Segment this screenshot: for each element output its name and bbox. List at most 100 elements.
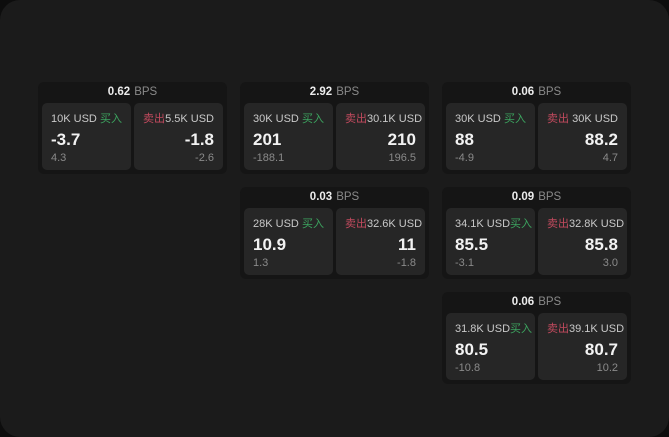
quote-card-header: 0.06 BPS bbox=[442, 82, 631, 103]
buy-delta-value: -188.1 bbox=[253, 152, 285, 164]
bps-value: 0.06 bbox=[511, 86, 535, 98]
bps-value: 0.06 bbox=[511, 296, 535, 308]
bps-unit-label: BPS bbox=[336, 86, 360, 98]
quote-card-header: 0.06 BPS bbox=[442, 292, 631, 313]
quote-card-header: 0.62 BPS bbox=[38, 82, 227, 103]
sell-panel-top: 卖出 39.1K USD bbox=[547, 320, 624, 336]
bps-unit-label: BPS bbox=[538, 86, 562, 98]
buy-price-value: 201 bbox=[253, 130, 282, 149]
sell-delta-value: 3.0 bbox=[602, 257, 618, 269]
buy-side-label: 买入 bbox=[510, 218, 533, 230]
buy-price-value: 80.5 bbox=[455, 340, 489, 359]
quote-card: 0.06 BPS 30K USD 买入 88 -4.9 卖出 30K USD 8… bbox=[442, 82, 631, 174]
sell-panel-top: 卖出 30K USD bbox=[547, 110, 618, 126]
bps-value: 0.03 bbox=[309, 191, 333, 203]
sell-quote-panel[interactable]: 卖出 30K USD 88.2 4.7 bbox=[538, 103, 627, 170]
sell-side-label: 卖出 bbox=[345, 113, 367, 125]
buy-quote-panel[interactable]: 30K USD 买入 201 -188.1 bbox=[244, 103, 333, 170]
buy-panel-top: 28K USD 买入 bbox=[253, 215, 324, 231]
sell-quote-panel[interactable]: 卖出 5.5K USD -1.8 -2.6 bbox=[134, 103, 223, 170]
cards-grid: 0.62 BPS 10K USD 买入 -3.7 4.3 卖出 5.5K USD… bbox=[38, 82, 631, 384]
buy-delta-value: -3.1 bbox=[455, 257, 474, 269]
buy-amount-label: 30K USD bbox=[455, 113, 501, 125]
buy-amount-label: 30K USD bbox=[253, 113, 299, 125]
buy-delta-value: 4.3 bbox=[51, 152, 67, 164]
sell-price-value: 210 bbox=[387, 130, 416, 149]
buy-quote-panel[interactable]: 30K USD 买入 88 -4.9 bbox=[446, 103, 535, 170]
quote-card: 0.62 BPS 10K USD 买入 -3.7 4.3 卖出 5.5K USD… bbox=[38, 82, 227, 174]
sell-quote-panel[interactable]: 卖出 32.6K USD 11 -1.8 bbox=[336, 208, 425, 275]
bps-unit-label: BPS bbox=[134, 86, 158, 98]
buy-amount-label: 31.8K USD bbox=[455, 323, 511, 335]
sell-delta-value: 4.7 bbox=[602, 152, 618, 164]
buy-quote-panel[interactable]: 34.1K USD 买入 85.5 -3.1 bbox=[446, 208, 535, 275]
sell-quote-panel[interactable]: 卖出 30.1K USD 210 196.5 bbox=[336, 103, 425, 170]
sell-amount-label: 32.8K USD bbox=[569, 218, 625, 230]
sell-amount-label: 30K USD bbox=[572, 113, 618, 125]
sell-amount-label: 30.1K USD bbox=[367, 113, 423, 125]
quote-card: 0.03 BPS 28K USD 买入 10.9 1.3 卖出 32.6K US… bbox=[240, 187, 429, 279]
buy-price-value: -3.7 bbox=[51, 130, 81, 149]
buy-side-label: 买入 bbox=[100, 113, 122, 125]
sell-delta-value: 196.5 bbox=[388, 152, 416, 164]
quote-card: 0.09 BPS 34.1K USD 买入 85.5 -3.1 卖出 32.8K… bbox=[442, 187, 631, 279]
sell-price-value: 80.7 bbox=[584, 340, 618, 359]
buy-quote-panel[interactable]: 31.8K USD 买入 80.5 -10.8 bbox=[446, 313, 535, 380]
sell-panel-top: 卖出 32.8K USD bbox=[547, 215, 624, 231]
sell-amount-label: 32.6K USD bbox=[367, 218, 423, 230]
bps-value: 0.09 bbox=[511, 191, 535, 203]
quote-card-body: 34.1K USD 买入 85.5 -3.1 卖出 32.8K USD 85.8… bbox=[442, 208, 631, 279]
sell-side-label: 卖出 bbox=[345, 218, 367, 230]
buy-delta-value: -4.9 bbox=[455, 152, 474, 164]
bps-unit-label: BPS bbox=[336, 191, 360, 203]
sell-panel-top: 卖出 5.5K USD bbox=[143, 110, 214, 126]
bps-value: 0.62 bbox=[107, 86, 131, 98]
sell-side-label: 卖出 bbox=[143, 113, 165, 125]
sell-side-label: 卖出 bbox=[547, 113, 569, 125]
buy-amount-label: 34.1K USD bbox=[455, 218, 511, 230]
buy-panel-top: 34.1K USD 买入 bbox=[455, 215, 532, 231]
buy-panel-top: 30K USD 买入 bbox=[253, 110, 324, 126]
buy-panel-top: 30K USD 买入 bbox=[455, 110, 526, 126]
sell-quote-panel[interactable]: 卖出 39.1K USD 80.7 10.2 bbox=[538, 313, 627, 380]
quote-card: 0.06 BPS 31.8K USD 买入 80.5 -10.8 卖出 39.1… bbox=[442, 292, 631, 384]
sell-panel-top: 卖出 30.1K USD bbox=[345, 110, 422, 126]
quote-card-header: 0.09 BPS bbox=[442, 187, 631, 208]
buy-amount-label: 10K USD bbox=[51, 113, 97, 125]
buy-side-label: 买入 bbox=[510, 323, 533, 335]
buy-side-label: 买入 bbox=[302, 113, 324, 125]
buy-quote-panel[interactable]: 28K USD 买入 10.9 1.3 bbox=[244, 208, 333, 275]
buy-side-label: 买入 bbox=[302, 218, 324, 230]
buy-amount-label: 28K USD bbox=[253, 218, 299, 230]
sell-delta-value: -1.8 bbox=[397, 257, 416, 269]
buy-price-value: 85.5 bbox=[455, 235, 489, 254]
buy-side-label: 买入 bbox=[504, 113, 526, 125]
quote-card-body: 30K USD 买入 201 -188.1 卖出 30.1K USD 210 1… bbox=[240, 103, 429, 174]
sell-amount-label: 39.1K USD bbox=[569, 323, 625, 335]
quote-card-body: 10K USD 买入 -3.7 4.3 卖出 5.5K USD -1.8 -2.… bbox=[38, 103, 227, 174]
quote-card-body: 28K USD 买入 10.9 1.3 卖出 32.6K USD 11 -1.8 bbox=[240, 208, 429, 279]
bps-unit-label: BPS bbox=[538, 296, 562, 308]
buy-delta-value: -10.8 bbox=[455, 362, 481, 374]
buy-quote-panel[interactable]: 10K USD 买入 -3.7 4.3 bbox=[42, 103, 131, 170]
bps-unit-label: BPS bbox=[538, 191, 562, 203]
sell-panel-top: 卖出 32.6K USD bbox=[345, 215, 422, 231]
quote-card-header: 0.03 BPS bbox=[240, 187, 429, 208]
sell-quote-panel[interactable]: 卖出 32.8K USD 85.8 3.0 bbox=[538, 208, 627, 275]
sell-amount-label: 5.5K USD bbox=[165, 113, 214, 125]
sell-price-value: 88.2 bbox=[584, 130, 618, 149]
buy-delta-value: 1.3 bbox=[253, 257, 269, 269]
buy-panel-top: 10K USD 买入 bbox=[51, 110, 122, 126]
sell-delta-value: -2.6 bbox=[195, 152, 214, 164]
sell-delta-value: 10.2 bbox=[596, 362, 618, 374]
sell-price-value: 85.8 bbox=[584, 235, 618, 254]
sell-price-value: 11 bbox=[398, 235, 416, 254]
quote-card-header: 2.92 BPS bbox=[240, 82, 429, 103]
sell-side-label: 卖出 bbox=[547, 323, 569, 335]
buy-panel-top: 31.8K USD 买入 bbox=[455, 320, 532, 336]
quote-card: 2.92 BPS 30K USD 买入 201 -188.1 卖出 30.1K … bbox=[240, 82, 429, 174]
quote-card-body: 31.8K USD 买入 80.5 -10.8 卖出 39.1K USD 80.… bbox=[442, 313, 631, 384]
buy-price-value: 10.9 bbox=[253, 235, 287, 254]
buy-price-value: 88 bbox=[455, 130, 474, 149]
